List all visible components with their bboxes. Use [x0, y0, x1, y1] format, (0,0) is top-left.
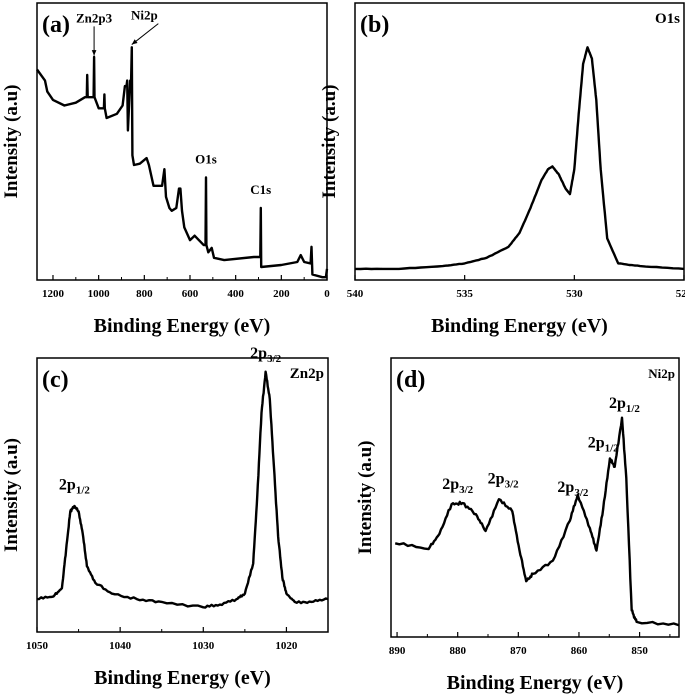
x-tick-label: 0 — [324, 288, 330, 300]
panel-label: (b) — [360, 12, 389, 38]
x-axis-title: Binding Energy (eV) — [447, 672, 624, 694]
x-tick-label: 890 — [389, 645, 406, 657]
x-axis-title: Binding Energy (eV) — [94, 667, 271, 689]
peak-label-main: C1s — [250, 182, 271, 197]
x-tick-label: 800 — [136, 288, 153, 300]
x-tick-label: 850 — [631, 645, 648, 657]
peak-label-main: 2p — [442, 476, 459, 493]
y-axis-title: Intensity (a.u) — [1, 438, 22, 552]
spectrum-line — [36, 46, 329, 279]
x-tick-label: 860 — [571, 645, 588, 657]
x-tick-label: 540 — [347, 288, 364, 300]
peak-label: 2p1/2 — [59, 477, 90, 497]
peak-label: Zn2p3 — [76, 10, 113, 25]
peak-label: Ni2p — [131, 8, 158, 23]
plot-frame — [36, 357, 329, 633]
panel-label: (a) — [42, 12, 70, 38]
y-axis-title: Intensity (a.u) — [319, 84, 340, 198]
peak-label-subscript: 3/2 — [574, 487, 589, 499]
x-tick-label: 530 — [566, 288, 583, 300]
x-axis-title: Binding Energy (eV) — [431, 315, 608, 337]
peak-label: 2p3/2 — [442, 476, 473, 496]
peak-label-subscript: 1/2 — [626, 403, 641, 415]
peak-label-main: 2p — [488, 471, 505, 488]
x-tick-label: 1040 — [109, 640, 132, 652]
plot-frame — [36, 2, 328, 281]
plot-frame — [354, 2, 685, 281]
corner-label: O1s — [655, 11, 680, 27]
arrow-line — [131, 23, 159, 45]
spectrum-line — [354, 46, 685, 271]
peak-label-subscript: 1/2 — [76, 485, 91, 497]
corner-label: Zn2p — [290, 366, 324, 382]
panel-d: 890 880 870 860 850 Binding Energy (eV) Intens… — [355, 357, 680, 694]
peak-label-main: Ni2p — [131, 8, 158, 23]
peak-label-subscript: 3/2 — [459, 484, 474, 496]
peak-label: 2p3/2 — [488, 471, 519, 491]
peak-label: 2p1/2 — [609, 395, 640, 415]
x-tick-label: 600 — [182, 288, 199, 300]
peak-label-main: 2p — [59, 477, 76, 494]
x-tick-label: 1030 — [192, 640, 215, 652]
peak-label-main: 2p — [609, 395, 626, 412]
peak-label-subscript: 1/2 — [605, 442, 620, 454]
x-tick-label: 1050 — [26, 640, 49, 652]
peak-label: 2p3/2 — [557, 479, 588, 499]
spectrum-line — [36, 370, 329, 609]
y-axis-title: Intensity (a.u) — [355, 440, 376, 554]
peak-label: O1s — [195, 152, 217, 167]
panel-b: 540 535 530 525 Binding Energy (eV) Intensity… — [319, 2, 685, 337]
y-axis-title: Intensity (a.u) — [1, 84, 22, 198]
peak-label: 2p1/2 — [588, 434, 619, 454]
peak-label-main: 2p — [250, 345, 267, 362]
arrow-head-icon — [91, 50, 97, 56]
x-tick-label: 880 — [449, 645, 466, 657]
x-tick-label: 1000 — [88, 288, 111, 300]
spectrum-line — [394, 416, 680, 627]
arrow-head-icon — [131, 39, 138, 45]
panel-label: (c) — [42, 367, 69, 393]
peak-label-subscript: 3/2 — [267, 353, 282, 365]
peak-label-main: Zn2p3 — [76, 10, 113, 25]
peak-label: 2p3/2 — [250, 345, 281, 365]
x-tick-label: 1200 — [42, 288, 65, 300]
peak-label-subscript: 3/2 — [505, 479, 520, 491]
x-axis-title: Binding Energy (eV) — [94, 315, 271, 337]
peak-label-main: 2p — [588, 434, 605, 451]
x-tick-label: 535 — [456, 288, 473, 300]
x-tick-label: 1020 — [275, 640, 298, 652]
panel-a: 1200 1000 800 600 400 200 0 Binding Energy (eV)… — [1, 2, 330, 337]
panel-label: (d) — [396, 367, 425, 393]
x-tick-label: 870 — [510, 645, 527, 657]
plot-frame — [390, 357, 680, 638]
x-tick-label: 400 — [227, 288, 244, 300]
peak-label-main: 2p — [557, 479, 574, 496]
panel-c: 1050 1040 1030 1020 Binding Energy (eV) Inten… — [1, 345, 329, 689]
peak-label-main: O1s — [195, 152, 217, 167]
peak-label: C1s — [250, 182, 271, 197]
x-tick-label: 200 — [273, 288, 290, 300]
x-tick-label: 525 — [676, 288, 685, 300]
corner-label: Ni2p — [648, 366, 675, 381]
